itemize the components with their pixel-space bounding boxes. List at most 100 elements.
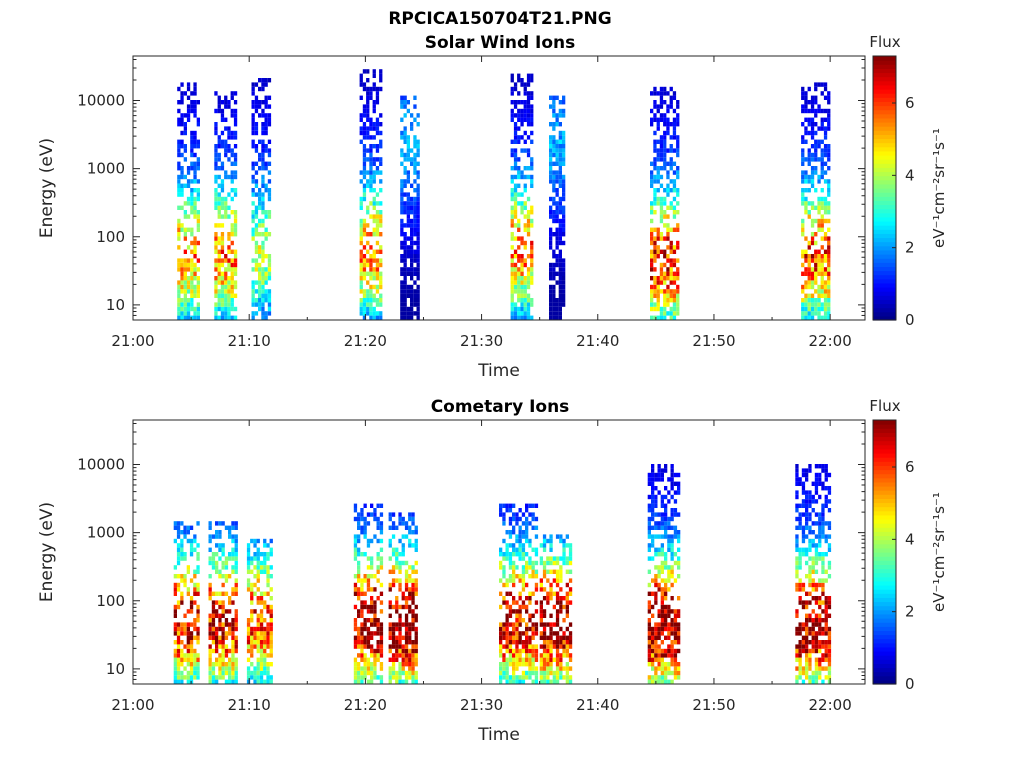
heatmap-cell xyxy=(814,166,818,171)
colorbar-swatch xyxy=(873,134,896,140)
heatmap-cell xyxy=(546,666,550,671)
heatmap-cell xyxy=(215,626,219,632)
heatmap-cell xyxy=(515,622,519,627)
heatmap-cell xyxy=(523,183,527,188)
heatmap-cell xyxy=(186,108,191,114)
heatmap-cell xyxy=(261,192,265,197)
heatmap-cell xyxy=(660,591,664,596)
heatmap-cell xyxy=(824,477,828,482)
heatmap-cell xyxy=(502,657,506,662)
heatmap-cell xyxy=(233,258,238,263)
heatmap-cell xyxy=(233,100,238,105)
heatmap-cell xyxy=(663,122,667,127)
heatmap-cell xyxy=(189,600,194,605)
colorbar-swatch xyxy=(873,204,896,210)
heatmap-cell xyxy=(411,670,415,676)
heatmap-cell xyxy=(508,613,513,618)
heatmap-cell xyxy=(810,298,815,303)
heatmap-cell xyxy=(180,144,184,149)
heatmap-cell xyxy=(811,508,815,513)
heatmap-cell xyxy=(660,552,664,557)
heatmap-cell xyxy=(269,552,273,557)
heatmap-cell xyxy=(224,662,229,667)
heatmap-cell xyxy=(801,249,805,254)
heatmap-cells xyxy=(173,464,832,684)
heatmap-cell xyxy=(555,311,559,316)
heatmap-cell xyxy=(525,508,529,513)
heatmap-cell xyxy=(546,538,550,544)
heatmap-cell xyxy=(266,662,270,667)
heatmap-cell xyxy=(558,284,562,290)
heatmap-cell xyxy=(657,525,661,530)
colorbar-tick-label: 4 xyxy=(905,166,915,184)
heatmap-cell xyxy=(647,653,651,658)
heatmap-cell xyxy=(651,578,655,583)
heatmap-cell xyxy=(256,538,260,544)
heatmap-cell xyxy=(228,662,232,667)
heatmap-cell xyxy=(510,152,514,158)
heatmap-cell xyxy=(559,556,563,561)
heatmap-cell xyxy=(798,644,802,649)
heatmap-cell xyxy=(256,675,260,680)
heatmap-cell xyxy=(177,267,181,272)
heatmap-cell xyxy=(375,302,380,307)
heatmap-cell xyxy=(670,534,674,539)
heatmap-cell xyxy=(246,640,251,645)
heatmap-cell xyxy=(654,552,658,557)
heatmap-cell xyxy=(676,148,680,153)
heatmap-cell xyxy=(807,306,811,312)
heatmap-cell xyxy=(411,521,415,526)
heatmap-cell xyxy=(657,472,661,478)
heatmap-cell xyxy=(231,648,235,654)
heatmap-cell xyxy=(534,648,539,654)
heatmap-cell xyxy=(357,552,361,557)
heatmap-cell xyxy=(369,148,373,153)
heatmap-cell xyxy=(366,574,371,579)
heatmap-cell xyxy=(258,267,262,272)
colorbar-frame xyxy=(872,55,897,321)
heatmap-cell xyxy=(666,130,670,136)
heatmap-cell xyxy=(512,653,516,658)
heatmap-cell xyxy=(266,631,270,636)
heatmap-cell xyxy=(376,516,380,522)
heatmap-cell xyxy=(360,582,364,588)
heatmap-cell xyxy=(821,512,825,517)
heatmap-cell xyxy=(231,675,235,680)
heatmap-cell xyxy=(513,214,518,219)
heatmap-cell xyxy=(672,306,677,312)
heatmap-cell xyxy=(508,565,513,570)
heatmap-cell xyxy=(193,144,197,149)
heatmap-cell xyxy=(190,104,194,109)
heatmap-cell xyxy=(821,657,825,662)
heatmap-cell xyxy=(220,276,225,281)
heatmap-cell xyxy=(217,139,221,144)
heatmap-cell xyxy=(254,245,259,250)
heatmap-cell xyxy=(798,477,802,482)
heatmap-cell xyxy=(801,201,805,206)
x-tick-label: 21:20 xyxy=(344,696,387,714)
heatmap-cell xyxy=(810,166,815,171)
heatmap-cell xyxy=(404,662,409,667)
heatmap-cell xyxy=(259,591,264,596)
heatmap-cell xyxy=(414,543,418,548)
heatmap-cell xyxy=(180,82,184,87)
heatmap-cell xyxy=(521,587,526,592)
heatmap-cell xyxy=(676,293,680,298)
heatmap-cell xyxy=(660,648,664,654)
heatmap-cell xyxy=(250,613,254,618)
heatmap-cell xyxy=(660,618,664,623)
heatmap-cell xyxy=(264,227,268,232)
heatmap-cell xyxy=(395,635,399,640)
heatmap-cell xyxy=(266,609,270,614)
heatmap-cell xyxy=(562,543,566,548)
heatmap-cell xyxy=(521,604,526,610)
heatmap-cell xyxy=(510,179,514,184)
heatmap-cell xyxy=(180,91,184,96)
heatmap-cell xyxy=(505,508,509,513)
heatmap-cell xyxy=(818,582,822,588)
heatmap-cell xyxy=(513,254,518,259)
heatmap-cell xyxy=(650,276,654,281)
heatmap-cell xyxy=(821,565,825,570)
heatmap-cell xyxy=(508,508,513,513)
heatmap-cell xyxy=(512,609,516,614)
